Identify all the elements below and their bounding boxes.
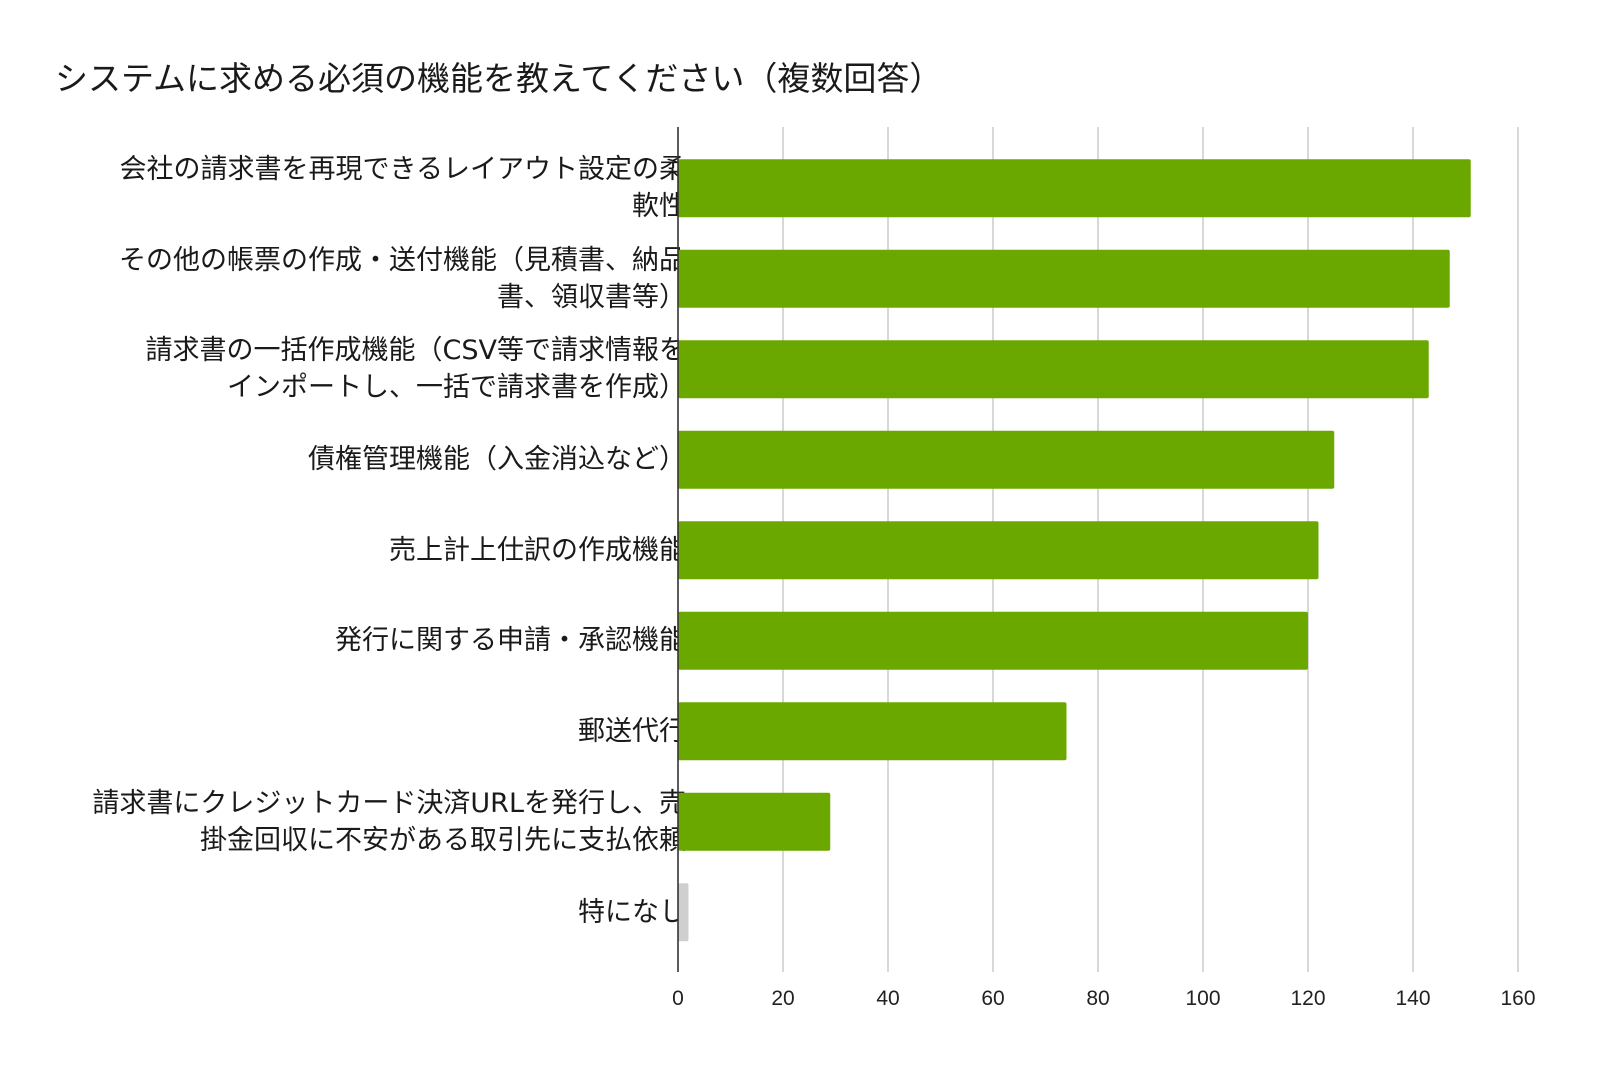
bar [678, 249, 1450, 308]
category-label-line: 特になし [578, 896, 686, 928]
category-label: 売上計上仕訳の作成機能 [26, 532, 686, 569]
category-label: その他の帳票の作成・送付機能（見積書、納品書、領収書等） [26, 242, 686, 316]
x-tick-label: 0 [672, 987, 684, 1010]
category-label: 郵送代行 [26, 713, 686, 750]
category-label: 特になし [26, 894, 686, 931]
bar [678, 430, 1335, 489]
x-tick-label: 20 [771, 987, 794, 1010]
category-label: 債権管理機能（入金消込など） [26, 441, 686, 478]
x-tick-label: 160 [1500, 987, 1535, 1010]
bar [678, 521, 1319, 580]
x-tick-label: 40 [876, 987, 899, 1010]
category-label-line: 債権管理機能（入金消込など） [308, 444, 686, 476]
category-label-line: 発行に関する申請・承認機能 [335, 625, 686, 657]
bar [678, 702, 1067, 761]
x-tick-label: 120 [1290, 987, 1325, 1010]
category-label-line: 請求書にクレジットカード決済URLを発行し、売 [92, 787, 686, 819]
bar [678, 159, 1471, 218]
category-label-line: 売上計上仕訳の作成機能 [389, 534, 686, 566]
x-tick-label: 140 [1395, 987, 1430, 1010]
chart-title: システムに求める必須の機能を教えてください（複数回答） [55, 59, 943, 98]
category-label-line: 会社の請求書を再現できるレイアウト設定の柔 [119, 154, 686, 186]
x-tick-label: 100 [1185, 987, 1220, 1010]
category-label: 請求書の一括作成機能（CSV等で請求情報をインポートし、一括で請求書を作成） [26, 332, 686, 406]
category-label: 会社の請求書を再現できるレイアウト設定の柔軟性 [26, 151, 686, 225]
category-label-line: 書、領収書等） [497, 281, 686, 313]
category-label-line: 軟性 [632, 191, 686, 223]
bar [678, 792, 831, 851]
category-label-line: インポートし、一括で請求書を作成） [227, 372, 686, 404]
category-label-line: 郵送代行 [578, 715, 686, 747]
bar [678, 611, 1308, 670]
category-label-line: 請求書の一括作成機能（CSV等で請求情報を [145, 335, 686, 367]
category-label-line: 掛金回収に不安がある取引先に支払依頼 [200, 824, 686, 856]
x-tick-label: 80 [1086, 987, 1109, 1010]
bar [678, 340, 1429, 399]
bar [678, 883, 689, 942]
category-label: 発行に関する申請・承認機能 [26, 622, 686, 659]
category-label: 請求書にクレジットカード決済URLを発行し、売掛金回収に不安がある取引先に支払依… [26, 785, 686, 859]
x-tick-label: 60 [981, 987, 1004, 1010]
category-label-line: その他の帳票の作成・送付機能（見積書、納品 [119, 244, 686, 276]
